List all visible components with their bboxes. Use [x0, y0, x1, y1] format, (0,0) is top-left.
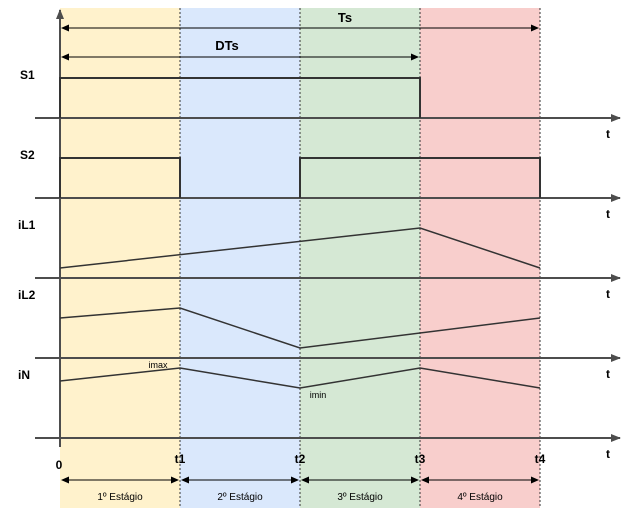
stage3-label: 3º Estágio [337, 492, 383, 503]
stage2-label: 2º Estágio [217, 492, 263, 503]
axis-label-s2: t [606, 207, 610, 221]
s2-waveform-pulse-1 [59, 157, 181, 198]
il1-waveform [59, 227, 541, 269]
time-label-t1: t1 [175, 452, 186, 466]
signal-label-in: iN [18, 368, 30, 382]
in-waveform [59, 367, 541, 389]
signal-label-s1: S1 [20, 68, 35, 82]
axis-label-il1: t [606, 287, 610, 301]
time-label-t2: t2 [295, 452, 306, 466]
s1-waveform [59, 77, 421, 118]
time-label-0: 0 [56, 458, 63, 472]
period-label: Ts [338, 10, 352, 25]
stage1-label: 1º Estágio [97, 492, 143, 503]
stage1-background [60, 8, 180, 508]
stage4-background [420, 8, 540, 508]
time-label-t4: t4 [535, 452, 546, 466]
axis-label-il2: t [606, 367, 610, 381]
time-label-t3: t3 [415, 452, 426, 466]
stage3-background [300, 8, 420, 508]
axis-label-s1: t [606, 127, 610, 141]
stage2-background [180, 8, 300, 508]
axis-label-in: t [606, 447, 610, 461]
signal-label-il2: iL2 [18, 288, 36, 302]
imax-label: imax [148, 360, 168, 370]
duty-label: DTs [215, 38, 239, 53]
signal-label-il1: iL1 [18, 218, 36, 232]
s2-waveform-pulse-2 [299, 157, 541, 198]
stage4-label: 4º Estágio [457, 492, 503, 503]
signal-label-s2: S2 [20, 148, 35, 162]
imin-label: imin [310, 390, 327, 400]
il2-waveform [59, 307, 541, 349]
